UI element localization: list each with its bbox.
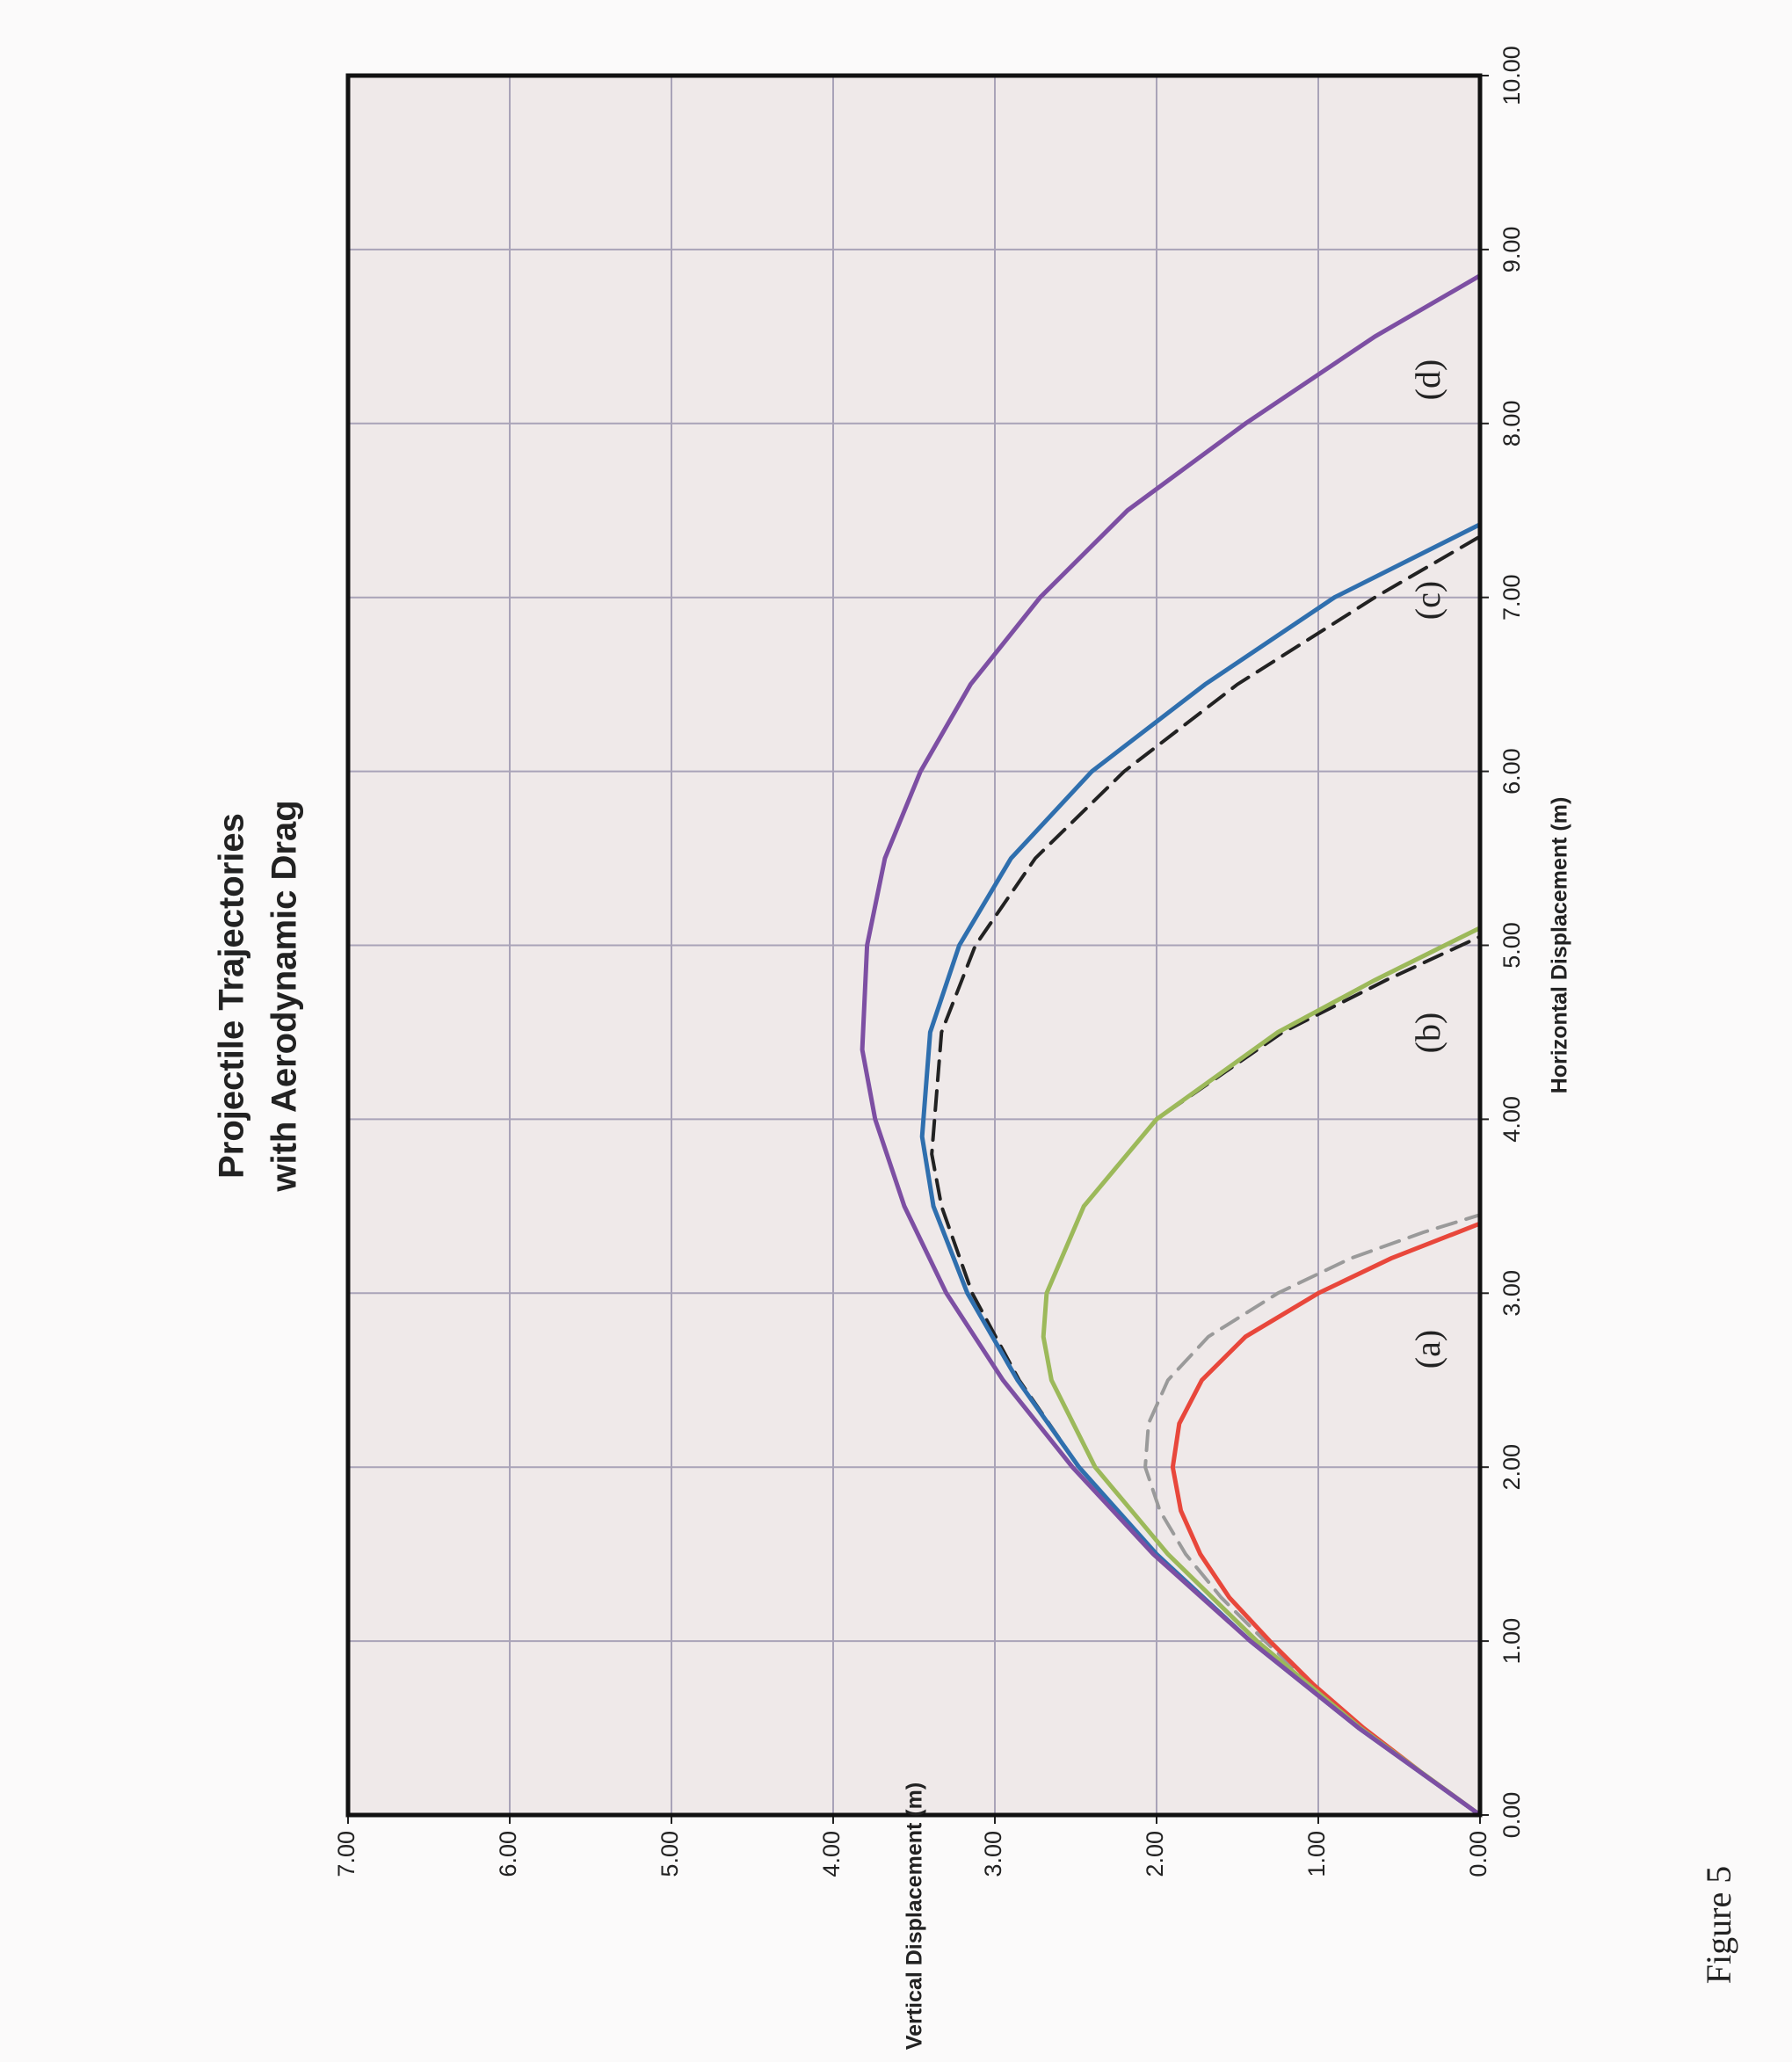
x-tick-label: 1.00 — [1498, 1618, 1525, 1665]
rotated-chart: 0.00 1.00 2.00 3.00 4.00 5.00 6.00 7.00 8.00 9.00… — [213, 46, 1739, 2050]
y-tick-label: 5.00 — [657, 1831, 683, 1877]
y-tick-label: 2.00 — [1142, 1831, 1168, 1877]
x-tick-label: 2.00 — [1498, 1444, 1525, 1491]
y-tick-label: 3.00 — [980, 1831, 1006, 1877]
x-tick-label: 9.00 — [1498, 227, 1525, 273]
y-tick-label: 4.00 — [818, 1831, 845, 1877]
line — [1041, 926, 1483, 1818]
chart-title: with Aerodynamic Drag — [265, 800, 304, 1192]
x-axis-title: Horizontal Displacement (m) — [1548, 797, 1572, 1094]
line — [1170, 1221, 1483, 1818]
x-tick-label: 5.00 — [1498, 922, 1525, 969]
x-tick-label: 6.00 — [1498, 748, 1525, 795]
y-tick-label: 7.00 — [333, 1831, 359, 1877]
x-tick-label: 8.00 — [1498, 401, 1525, 447]
dashed-line — [930, 534, 1482, 1817]
y-tick-label: 1.00 — [1303, 1831, 1330, 1877]
line — [860, 273, 1483, 1818]
x-tick-label: 0.00 — [1498, 1792, 1525, 1839]
curve-label: (a) — [1408, 1330, 1447, 1369]
x-tick-label: 3.00 — [1498, 1270, 1525, 1317]
figure-caption: Figure 5 — [1699, 1866, 1738, 1984]
curve-label: (d) — [1408, 359, 1447, 401]
chart-title: Projectile Trajectories — [213, 813, 251, 1179]
curve-label: (c) — [1408, 581, 1447, 620]
x-tick-label: 7.00 — [1498, 574, 1525, 621]
plot-frame — [345, 73, 1483, 1818]
y-tick-label: 0.00 — [1465, 1831, 1491, 1877]
y-axis-title: Vertical Displacement (m) — [903, 1782, 927, 2050]
y-tick-label: 6.00 — [495, 1831, 521, 1877]
curve-label: (b) — [1408, 1013, 1447, 1054]
x-tick-label: 10.00 — [1498, 46, 1525, 105]
x-tick-label: 4.00 — [1498, 1096, 1525, 1143]
